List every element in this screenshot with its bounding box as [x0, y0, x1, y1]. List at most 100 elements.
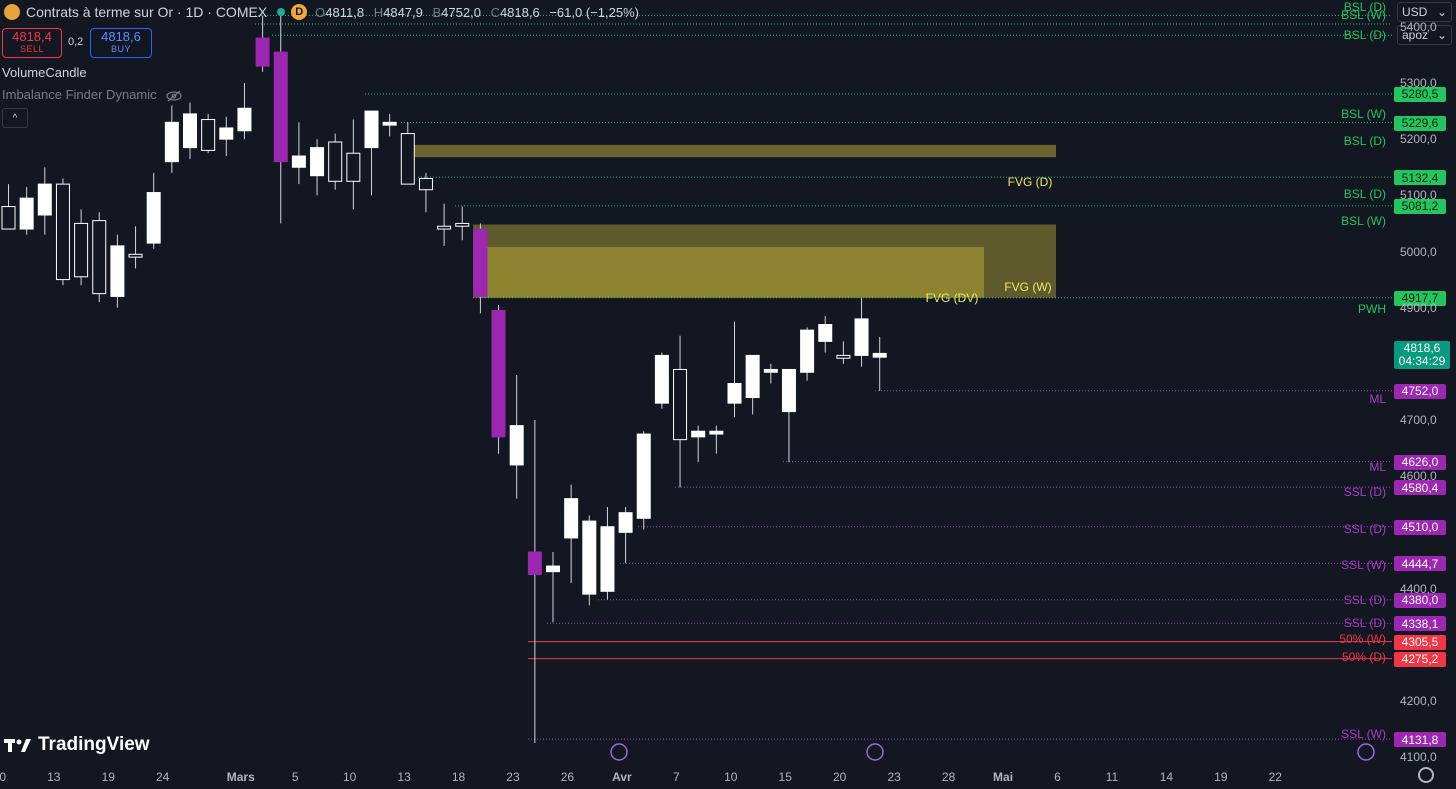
candle-body-48: [872, 352, 887, 358]
candle-body-18: [328, 141, 343, 182]
x-tick-6: 10: [342, 770, 357, 784]
event-icon-2: [866, 743, 884, 761]
x-tick-23: 22: [1268, 770, 1282, 784]
close-value: 4818,6: [499, 4, 540, 20]
y-tick-4: 5000,0: [1400, 244, 1437, 259]
x-tick-2: 19: [101, 770, 115, 784]
collapse-indicators-button[interactable]: ^: [2, 108, 28, 128]
price-axis[interactable]: [1392, 0, 1456, 765]
low-value: 4752,0: [441, 4, 481, 20]
x-tick-16: 23: [887, 770, 901, 784]
sell-button[interactable]: 4818,4 SELL: [2, 28, 62, 58]
candle-body-38: [691, 430, 706, 438]
level-label-3: BSL (W): [1341, 107, 1386, 121]
candle-body-34: [618, 512, 633, 533]
candle-body-17: [310, 147, 325, 177]
symbol-title[interactable]: Contrats à terme sur Or · 1D · COMEX: [26, 4, 268, 20]
x-tick-18: Mai: [993, 770, 1014, 784]
y-tick-9: 4200,0: [1400, 693, 1437, 708]
candle-body-41: [745, 354, 760, 399]
y-tick-0: 5400,0: [1400, 19, 1437, 34]
candle-body-46: [836, 354, 851, 359]
high-value: 4847,9: [383, 4, 423, 20]
candle-body-47: [854, 318, 869, 356]
price-tag-3: 5280,5: [1394, 86, 1446, 102]
candle-body-8: [146, 192, 161, 244]
bar-countdown: 04:34:29: [1398, 354, 1446, 369]
price-tag-15: 4305,5: [1394, 634, 1446, 650]
sell-label: SELL: [19, 44, 45, 54]
level-label-5: BSL (D): [1343, 187, 1386, 201]
currency-select[interactable]: USD ⌄: [1397, 2, 1452, 22]
candle-body-2: [37, 183, 52, 216]
y-tick-7: 4600,0: [1400, 469, 1437, 484]
price-tag-17: 4131,8: [1394, 732, 1446, 748]
x-tick-9: 23: [506, 770, 520, 784]
fvg-zone-2: [481, 247, 984, 298]
brand-name: TradingView: [38, 734, 150, 755]
candle-body-12: [219, 127, 234, 140]
buy-label: BUY: [110, 44, 131, 54]
level-label-8: ML: [1369, 392, 1386, 406]
eye-hidden-icon[interactable]: [166, 90, 182, 102]
candle-body-35: [636, 433, 651, 519]
candle-body-33: [600, 526, 615, 592]
x-tick-1: 13: [47, 770, 61, 784]
candle-body-9: [164, 121, 179, 163]
time-axis[interactable]: 10 13 19 24 Mars 5 10 13 18 23 26 Avr 7 10 15 20 23 28 Mai…: [0, 765, 1456, 789]
unit-value: apoz: [1402, 28, 1429, 42]
candle-body-37: [673, 368, 688, 441]
candle-body-13: [237, 107, 252, 132]
x-tick-22: 19: [1214, 770, 1228, 784]
price-tag-5: 5132,4: [1394, 170, 1446, 186]
price-chart[interactable]: FVG (D) FVG (W) FVG (DV): [0, 0, 1392, 765]
candle-body-5: [92, 220, 107, 295]
x-tick-8: 18: [451, 770, 466, 784]
x-tick-10: 26: [560, 770, 575, 784]
current-price-value: 4818,6: [1403, 341, 1441, 356]
fvg-label-0: FVG (D): [1008, 175, 1053, 189]
x-tick-12: 7: [673, 770, 680, 784]
price-tag-4: 5229,6: [1394, 115, 1446, 131]
candle-body-45: [818, 324, 833, 342]
y-tick-1: 5300,0: [1400, 76, 1437, 90]
unit-select[interactable]: apoz ⌄: [1397, 25, 1452, 45]
level-label-10: SSL (D): [1343, 485, 1386, 499]
price-tag-16: 4275,2: [1394, 651, 1446, 667]
x-tick-19: 6: [1054, 770, 1061, 784]
buy-button[interactable]: 4818,6 BUY: [90, 28, 152, 58]
x-tick-14: 15: [778, 770, 792, 784]
y-tick-6: 4700,0: [1400, 413, 1437, 427]
level-label-2: BSL (D): [1343, 28, 1386, 42]
candle-body-40: [727, 383, 742, 404]
candle-body-32: [582, 520, 597, 595]
candle-body-31: [564, 498, 579, 539]
price-tag-8: 4752,0: [1394, 383, 1446, 399]
candle-body-23: [418, 177, 433, 191]
x-tick-15: 20: [833, 770, 847, 784]
price-tag-13: 4380,0: [1394, 592, 1446, 608]
candle-body-29: [527, 551, 542, 575]
tradingview-mark-icon: [4, 739, 31, 752]
level-label-7: PWH: [1358, 302, 1386, 316]
price-tag-9: 4626,0: [1394, 454, 1446, 470]
y-tick-3: 5100,0: [1400, 188, 1437, 203]
fvg-zone-0: [401, 144, 1056, 158]
currency-value: USD: [1402, 5, 1428, 19]
candle-body-7: [128, 253, 143, 258]
tradingview-logo[interactable]: TradingView: [4, 734, 150, 756]
price-tag-6: 5081,2: [1394, 198, 1446, 214]
candle-body-28: [509, 425, 524, 466]
candle-body-27: [491, 309, 506, 438]
candle-body-15: [273, 51, 288, 163]
candle-body-36: [654, 354, 669, 404]
price-tag-14: 4338,1: [1394, 616, 1446, 632]
indicator-imbalance-finder[interactable]: Imbalance Finder Dynamic: [2, 87, 182, 102]
gold-symbol-icon: [4, 4, 20, 20]
indicator-volumecandle[interactable]: VolumeCandle: [2, 65, 87, 80]
level-label-15: 50% (W): [1339, 632, 1386, 646]
level-label-1: BSL (W): [1341, 8, 1386, 22]
candle-body-26: [473, 228, 488, 297]
candle-body-24: [437, 225, 452, 230]
settings-gear-icon[interactable]: [1418, 767, 1434, 783]
